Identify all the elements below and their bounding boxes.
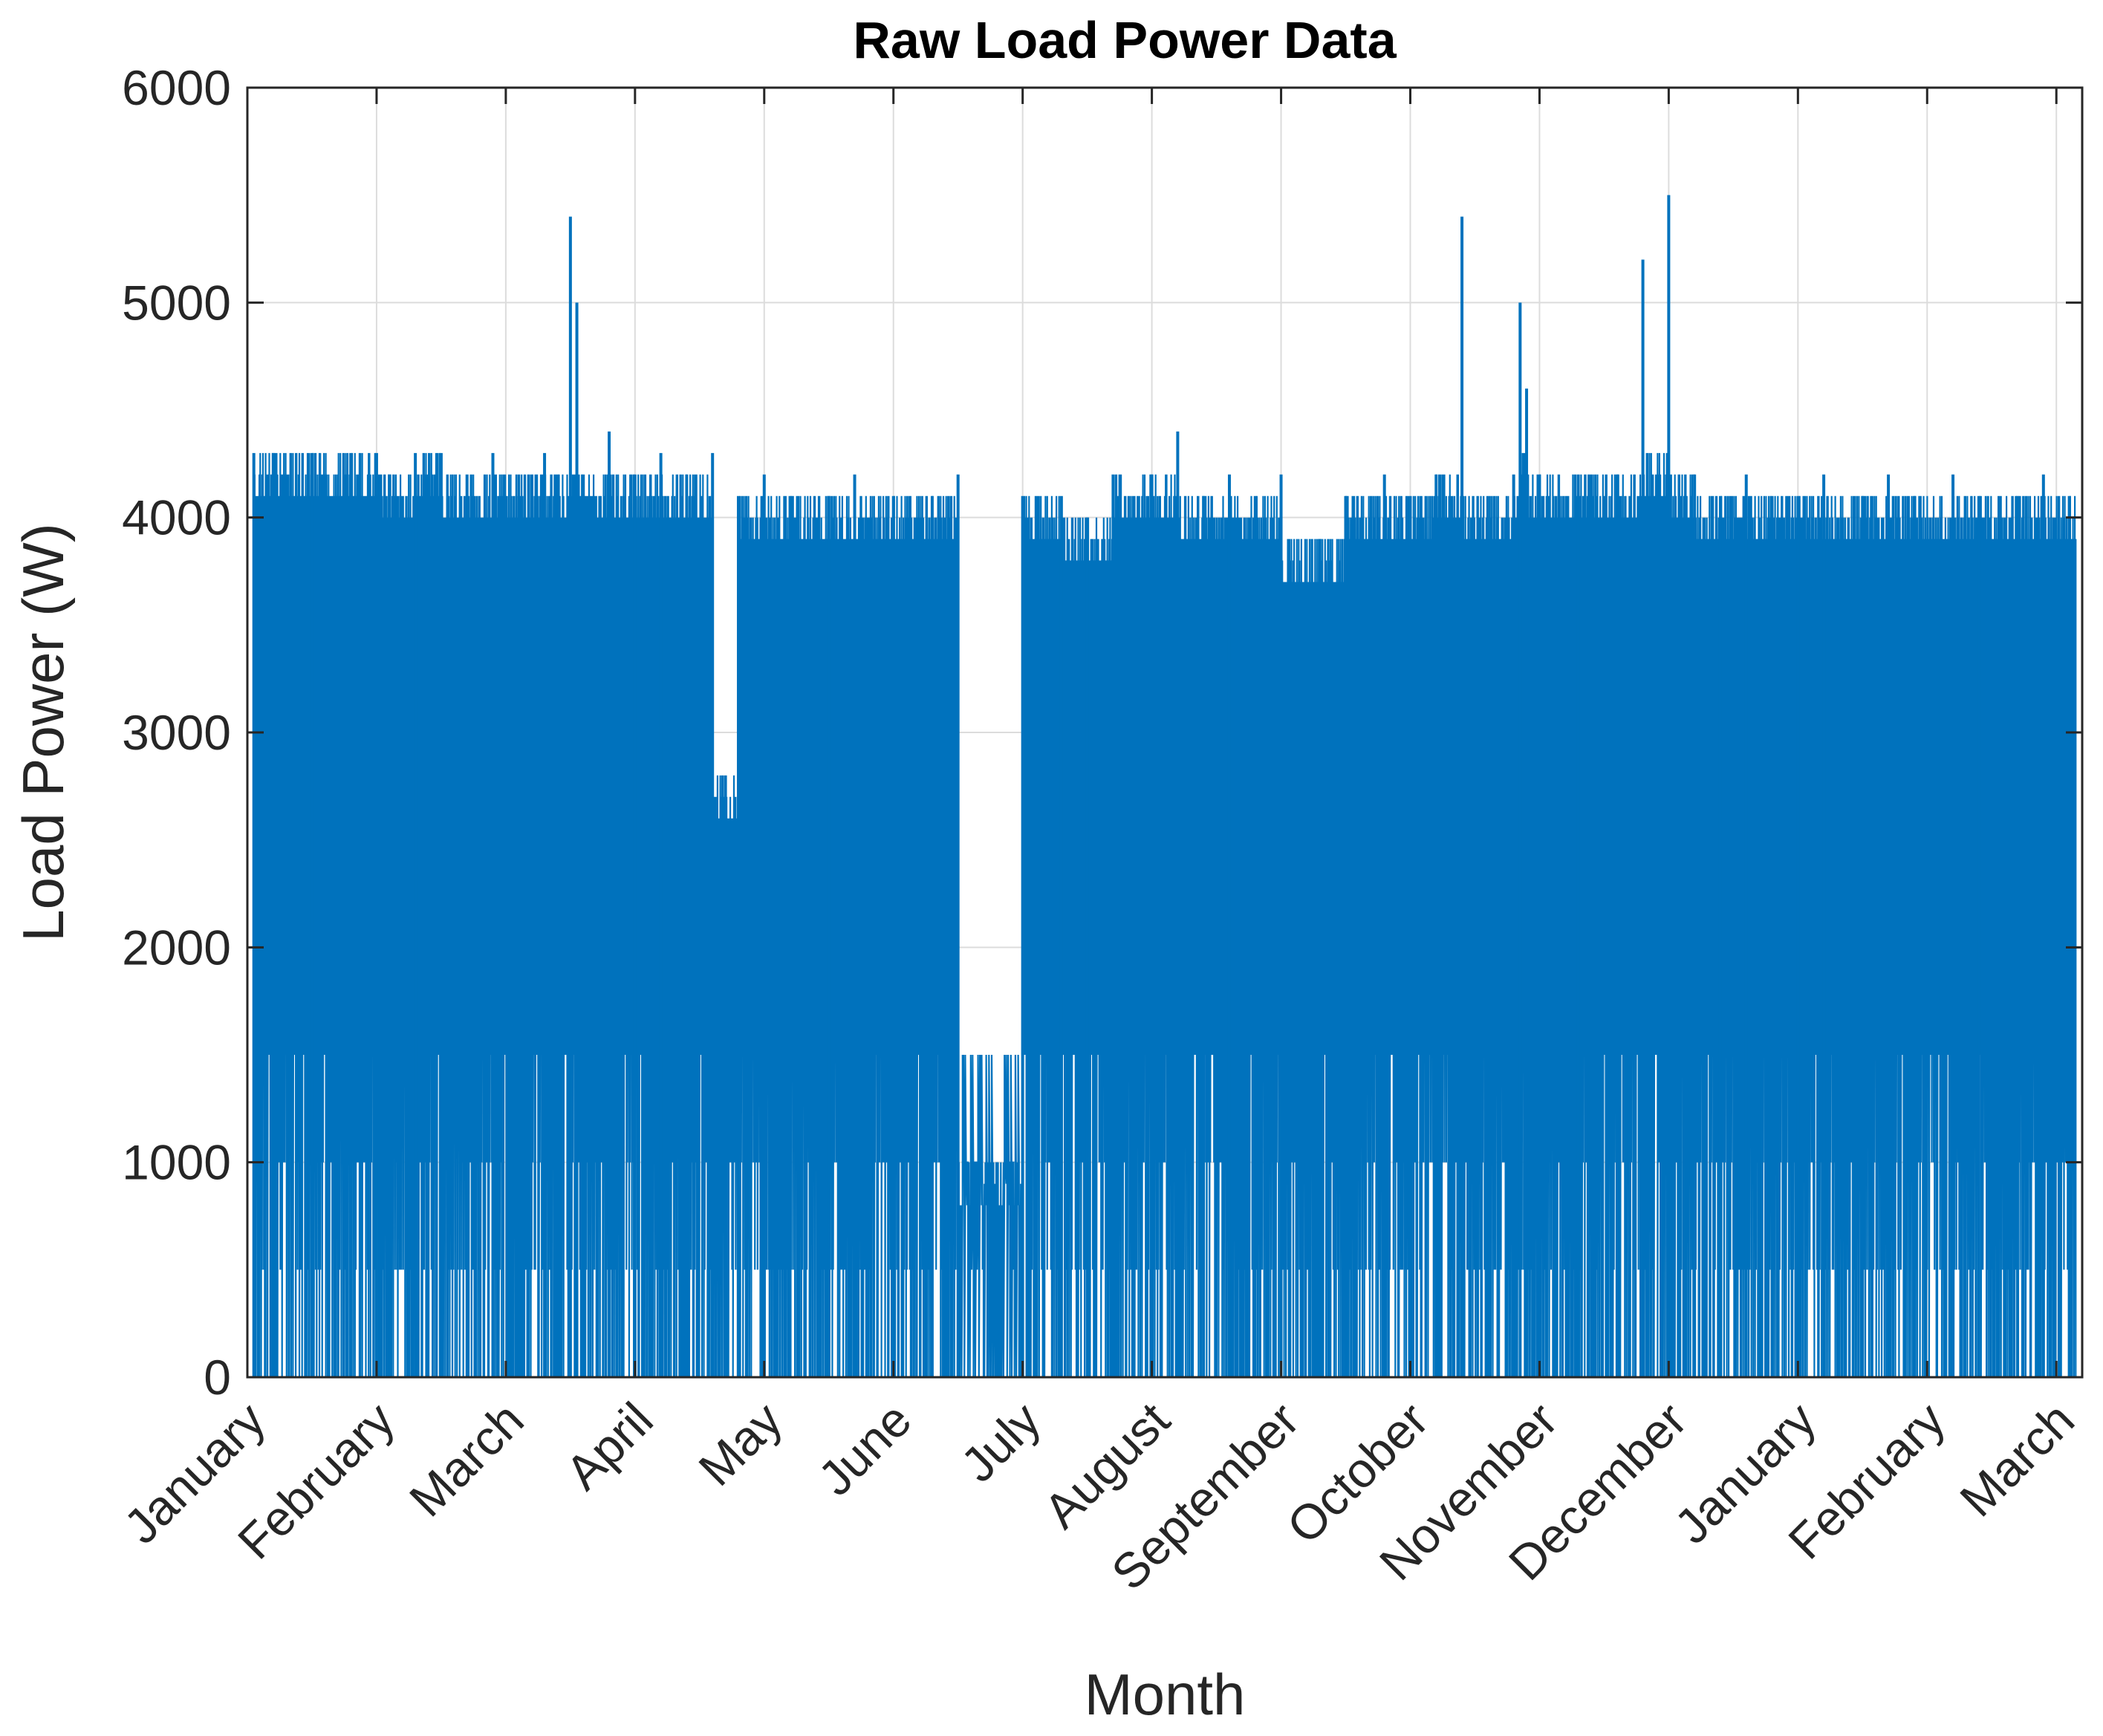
tick-layer — [246, 86, 2082, 1379]
chart-title: Raw Load Power Data — [853, 11, 1397, 69]
y-tick-label: 2000 — [122, 920, 231, 975]
y-tick-label: 5000 — [122, 275, 231, 330]
y-axis-label: Load Power (W) — [10, 523, 76, 942]
y-tick-label: 6000 — [122, 60, 231, 115]
y-tick-label: 4000 — [122, 490, 231, 545]
y-tick-label: 0 — [204, 1350, 231, 1405]
y-tick-label: 3000 — [122, 705, 231, 760]
x-axis-label: Month — [1085, 1662, 1246, 1727]
data-layer — [252, 195, 2077, 1378]
y-tick-label: 1000 — [122, 1135, 231, 1190]
y-tick-labels: 0 1000 2000 3000 4000 5000 6000 — [122, 60, 231, 1405]
